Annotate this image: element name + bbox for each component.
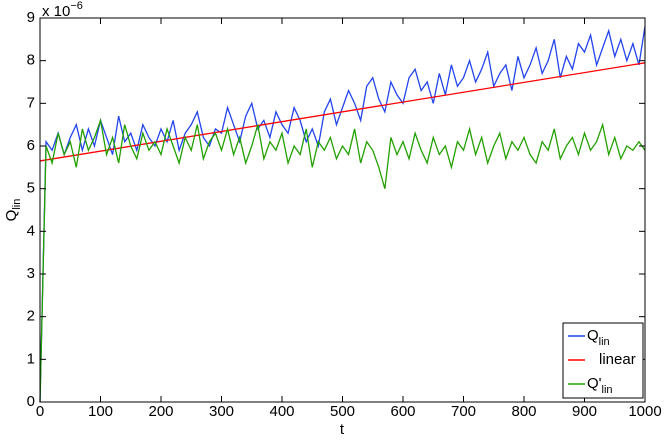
y-label-main: Q <box>3 210 20 222</box>
plot-area <box>40 18 645 402</box>
series-line <box>39 117 646 403</box>
series-line <box>39 62 646 162</box>
legend-label: Q'lin <box>587 375 613 396</box>
x-tick-label: 300 <box>209 403 234 420</box>
y-label-sub: lin <box>11 199 23 210</box>
legend-label: linear <box>599 351 636 368</box>
y-tick-label: 9 <box>27 9 35 26</box>
y-tick-label: 5 <box>27 180 35 197</box>
legend-name: Q <box>587 327 599 344</box>
legend-sub: lin <box>602 384 613 396</box>
y-tick-label: 3 <box>27 265 35 282</box>
x-tick-label: 100 <box>88 403 113 420</box>
y-tick-label: 6 <box>27 137 35 154</box>
x-tick-label: 500 <box>330 403 355 420</box>
multiplier-base: x 10 <box>42 3 70 20</box>
y-tick-label: 7 <box>27 94 35 111</box>
series-line <box>39 26 646 403</box>
y-tick-label: 0 <box>27 393 35 410</box>
y-axis-label: Qlin <box>3 199 23 222</box>
legend-sub: lin <box>599 336 610 348</box>
multiplier-exp: −6 <box>70 0 83 12</box>
y-tick-label: 4 <box>27 222 35 239</box>
x-tick-label: 600 <box>390 403 415 420</box>
y-tick-label: 8 <box>27 52 35 69</box>
x-tick-label: 200 <box>148 403 173 420</box>
legend-name: Q' <box>587 375 602 392</box>
x-tick-label: 1000 <box>628 403 661 420</box>
x-tick-label: 800 <box>511 403 536 420</box>
x-tick-label: 900 <box>572 403 597 420</box>
x-axis-label: t <box>340 421 345 438</box>
y-tick-label: 1 <box>27 350 35 367</box>
y-tick-label: 2 <box>27 308 35 325</box>
x-tick-label: 0 <box>36 403 44 420</box>
x-tick-label: 400 <box>269 403 294 420</box>
legend-label: Qlin <box>587 327 610 348</box>
x-tick-label: 700 <box>451 403 476 420</box>
legend-name: linear <box>599 351 636 368</box>
multiplier: x 10−6 <box>42 0 83 20</box>
